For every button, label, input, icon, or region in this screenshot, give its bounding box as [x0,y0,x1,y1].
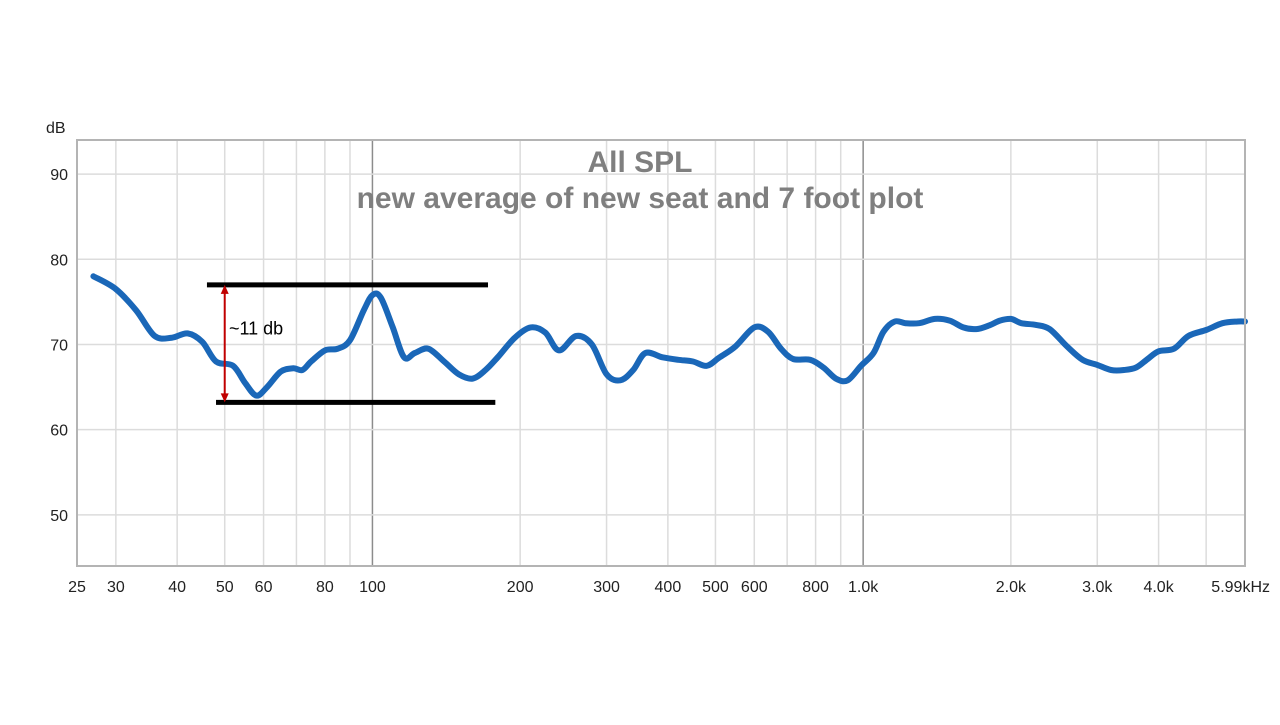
x-tick-label: 3.0k [1082,579,1113,596]
x-tick-label: 100 [359,579,386,596]
x-tick-label: 4.0k [1143,579,1174,596]
x-tick-label: 400 [655,579,682,596]
annotation-label: ~11 db [229,318,283,338]
x-tick-label: 500 [702,579,729,596]
y-tick-label: 80 [50,252,68,269]
x-tick-label: 40 [168,579,186,596]
y-tick-labels: 50 60 70 80 90 [50,167,68,525]
x-tick-label: 5.99kHz [1211,579,1270,596]
y-axis-label: dB [46,120,66,137]
y-tick-label: 50 [50,508,68,525]
chart-subtitle: new average of new seat and 7 foot plot [357,182,924,215]
annotation-layer: ~11 db [206,282,496,405]
y-tick-label: 60 [50,423,68,440]
x-tick-label: 1.0k [848,579,879,596]
y-tick-label: 70 [50,337,68,354]
x-tick-label: 600 [741,579,768,596]
x-tick-label: 30 [107,579,125,596]
x-tick-label: 25 [68,579,86,596]
chart-title: All SPL [587,146,692,179]
x-tick-labels: 25 30 40 50 60 80 100 200 300 400 500 600 800 1.0k 2.0… [68,579,1270,596]
grid-lines [76,140,1245,566]
x-tick-label: 2.0k [996,579,1027,596]
x-tick-label: 60 [255,579,273,596]
x-tick-label: 200 [507,579,534,596]
y-tick-label: 90 [50,167,68,184]
x-tick-label: 800 [802,579,829,596]
annotation-arrow-head-down [220,393,229,403]
annotation-arrow-head-up [220,284,229,294]
series-layer [90,273,1248,399]
x-tick-label: 50 [216,579,234,596]
spl-series-line [90,273,1248,399]
plot-area [77,140,1245,566]
x-tick-label: 300 [593,579,620,596]
x-tick-label: 80 [316,579,334,596]
plot-frame [76,139,1246,567]
